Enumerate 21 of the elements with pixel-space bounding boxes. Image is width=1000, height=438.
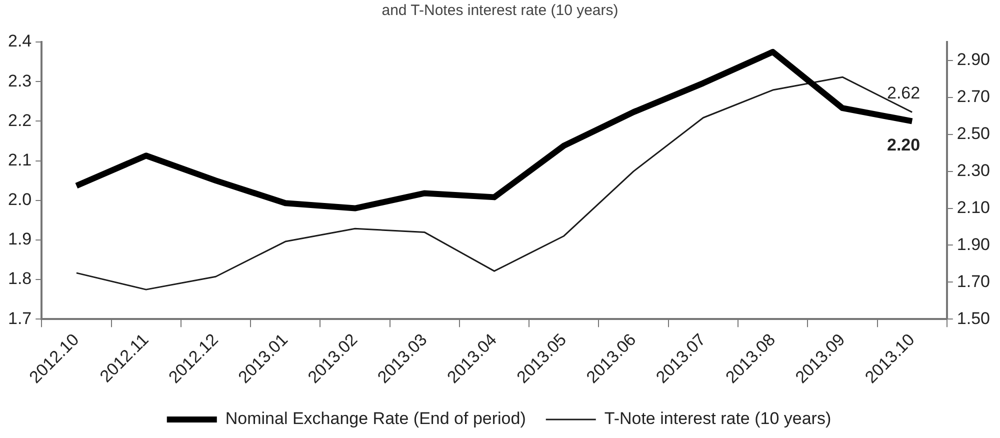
y-tick-label: 2.1: [8, 150, 32, 170]
y2-tick-label: 2.10: [956, 198, 990, 217]
y-tick-label: 2.4: [8, 32, 32, 51]
y2-tick-label: 2.70: [956, 87, 990, 106]
y-tick-label: 1.9: [8, 230, 32, 249]
y2-tick-label: 2.50: [956, 124, 990, 144]
data-label: 2.62: [887, 83, 920, 102]
y-tick-label: 2.3: [8, 71, 32, 90]
y-tick-label: 2.0: [8, 190, 32, 210]
y-tick-label: 1.7: [8, 308, 32, 328]
legend-label: Nominal Exchange Rate (End of period): [225, 409, 526, 428]
y2-tick-label: 2.90: [956, 50, 990, 70]
chart-title: and T-Notes interest rate (10 years): [380, 1, 620, 21]
data-label: 2.20: [887, 135, 920, 154]
legend-label: T-Note interest rate (10 years): [604, 409, 832, 428]
y2-tick-label: 1.90: [956, 234, 990, 254]
y2-tick-label: 1.50: [956, 308, 990, 328]
y2-tick-label: 2.30: [956, 161, 990, 180]
y-tick-label: 2.2: [8, 110, 32, 130]
y-tick-label: 1.8: [8, 269, 32, 288]
y2-tick-label: 1.70: [956, 272, 990, 291]
